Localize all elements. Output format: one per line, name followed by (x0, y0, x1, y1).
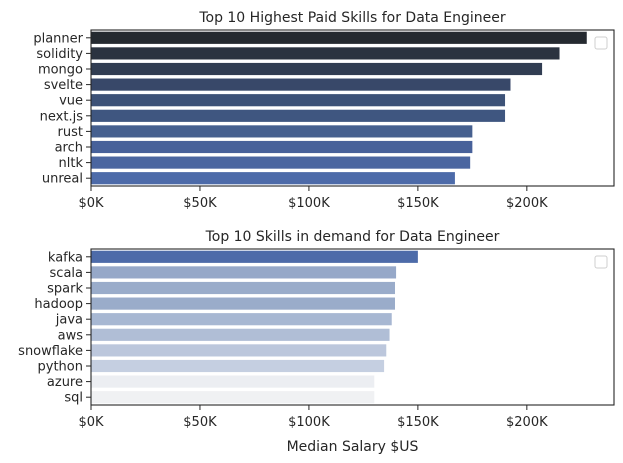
y-tick-label: aws (58, 328, 84, 343)
bar-sql (91, 391, 375, 404)
bar-vue (91, 94, 506, 107)
y-tick-label: svelte (44, 78, 83, 93)
chart-panel-2: Top 10 Skills in demand for Data Enginee… (18, 229, 615, 455)
chart-title: Top 10 Highest Paid Skills for Data Engi… (198, 10, 506, 26)
y-tick-label: rust (58, 125, 83, 140)
bar-azure (91, 375, 375, 388)
y-tick-label: solidity (36, 47, 83, 62)
bar-next.js (91, 109, 506, 122)
bar-spark (91, 281, 395, 295)
y-tick-label: snowflake (18, 344, 83, 359)
x-tick-label: $150K (397, 415, 439, 430)
bar-hadoop (91, 297, 395, 310)
legend-box (594, 36, 608, 50)
x-tick-label: $50K (183, 196, 217, 211)
y-tick-label: hadoop (34, 297, 83, 312)
bar-svelte (91, 78, 511, 91)
bar-java (91, 313, 392, 326)
y-tick-label: sql (64, 391, 83, 406)
x-tick-label: $50K (183, 415, 217, 430)
bar-arch (91, 140, 473, 154)
x-tick-label: $200K (506, 196, 548, 211)
x-tick-label: $0K (78, 196, 104, 211)
bar-planner (91, 31, 587, 44)
y-tick-label: mongo (38, 63, 83, 78)
bar-kafka (91, 250, 418, 263)
y-tick-label: vue (59, 94, 83, 109)
axes-frame (90, 248, 615, 406)
y-tick-label: java (55, 313, 83, 328)
y-tick-label: arch (55, 141, 83, 156)
x-tick-label: $0K (78, 415, 104, 430)
x-axis-label: Median Salary $US (287, 439, 419, 455)
y-tick-label: spark (47, 282, 83, 297)
x-tick-label: $200K (506, 415, 548, 430)
y-tick-label: planner (33, 31, 83, 46)
y-tick-label: nltk (59, 156, 84, 171)
bar-mongo (91, 62, 543, 76)
y-tick-label: next.js (40, 109, 84, 124)
y-tick-label: azure (47, 375, 83, 390)
chart-title: Top 10 Skills in demand for Data Enginee… (205, 229, 500, 245)
x-tick-label: $100K (288, 415, 330, 430)
bar-nltk (91, 156, 471, 169)
chart-panel-1: Top 10 Highest Paid Skills for Data Engi… (33, 10, 615, 211)
bar-snowflake (91, 344, 387, 357)
axes-frame (90, 29, 615, 187)
bar-python (91, 359, 385, 373)
bar-unreal (91, 172, 455, 185)
bar-solidity (91, 47, 560, 60)
y-tick-label: kafka (48, 250, 83, 265)
y-tick-label: python (38, 360, 83, 375)
y-tick-label: scala (50, 266, 83, 281)
bar-rust (91, 125, 473, 138)
x-tick-label: $100K (288, 196, 330, 211)
legend-box (594, 255, 608, 269)
bar-scala (91, 266, 397, 279)
y-tick-label: unreal (42, 172, 83, 187)
x-tick-label: $150K (397, 196, 439, 211)
bar-aws (91, 328, 390, 341)
